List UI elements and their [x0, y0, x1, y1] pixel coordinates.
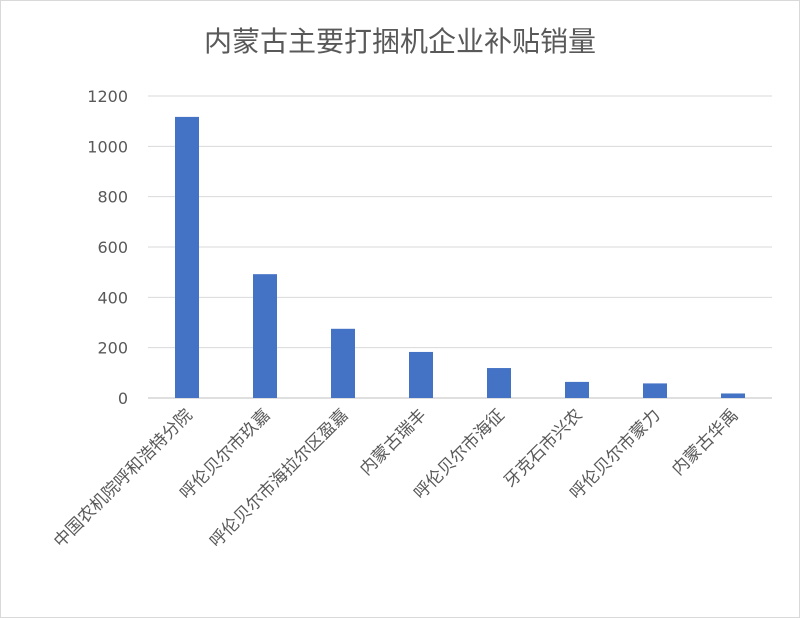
chart-title: 内蒙古主要打捆机企业补贴销量 — [203, 25, 596, 58]
y-tick-label: 800 — [97, 188, 128, 207]
x-category-label: 内蒙古华禹 — [668, 405, 742, 479]
bar — [175, 116, 199, 398]
x-category-label: 呼伦贝尔市海拉尔区盈嘉 — [206, 405, 352, 551]
bar — [253, 274, 277, 398]
y-tick-label: 400 — [97, 288, 128, 307]
x-category-label: 牙克石市兴农 — [500, 405, 586, 491]
bar — [487, 368, 511, 398]
y-tick-label: 600 — [97, 238, 128, 257]
bar — [721, 393, 745, 398]
y-tick-label: 1000 — [87, 137, 128, 156]
y-tick-label: 1200 — [87, 87, 128, 106]
bar — [643, 383, 667, 398]
bar — [409, 351, 433, 398]
bar — [331, 328, 355, 398]
y-tick-label: 200 — [97, 339, 128, 358]
x-category-label: 中国农机院呼和浩特分院 — [50, 405, 196, 551]
x-category-label: 内蒙古瑞丰 — [356, 405, 430, 479]
y-tick-label: 0 — [118, 389, 128, 408]
bar — [565, 381, 589, 398]
